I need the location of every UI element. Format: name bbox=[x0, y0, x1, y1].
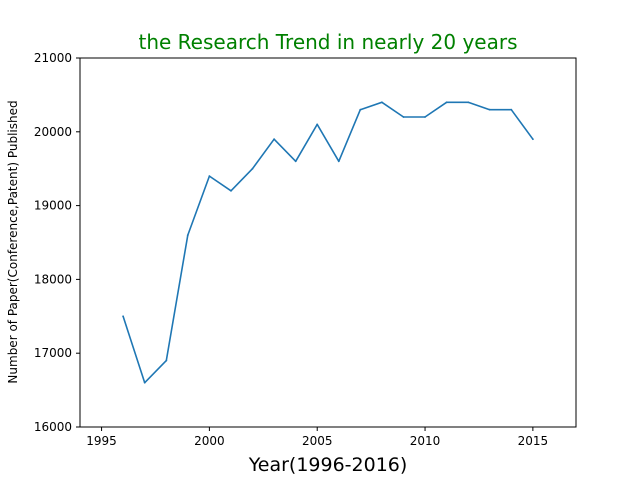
chart-title: the Research Trend in nearly 20 years bbox=[138, 30, 517, 54]
x-tick-label: 2015 bbox=[518, 434, 549, 448]
y-axis-ticks: 16000 17000 18000 19000 20000 21000 bbox=[34, 51, 80, 434]
y-tick-label: 17000 bbox=[34, 346, 72, 360]
data-point bbox=[510, 108, 513, 111]
data-point bbox=[532, 138, 534, 141]
data-point bbox=[186, 234, 189, 237]
x-axis-label: Year(1996-2016) bbox=[248, 454, 408, 476]
y-tick-label: 18000 bbox=[34, 272, 72, 286]
x-axis-ticks: 1995 2000 2005 2010 2015 bbox=[86, 427, 548, 448]
x-tick-label: 1995 bbox=[86, 434, 117, 448]
data-point bbox=[337, 160, 340, 163]
data-point bbox=[165, 359, 168, 362]
x-tick-label: 2010 bbox=[410, 434, 441, 448]
data-point bbox=[445, 101, 448, 104]
data-point bbox=[251, 167, 254, 170]
data-point bbox=[424, 116, 426, 118]
data-point bbox=[359, 108, 362, 111]
series-group bbox=[122, 101, 534, 384]
series-line bbox=[122, 101, 534, 384]
data-point bbox=[402, 116, 405, 118]
data-point bbox=[122, 315, 124, 318]
data-point bbox=[208, 175, 211, 178]
x-tick-label: 2005 bbox=[302, 434, 333, 448]
y-tick-label: 20000 bbox=[34, 125, 72, 139]
axes-frame bbox=[79, 57, 577, 428]
data-point bbox=[316, 123, 319, 126]
data-point bbox=[273, 138, 275, 141]
x-tick-label: 2000 bbox=[194, 434, 225, 448]
data-point bbox=[381, 101, 383, 104]
y-axis-label: Number of Paper(Conference,Patent) Publi… bbox=[6, 100, 20, 383]
data-point bbox=[467, 101, 470, 104]
y-tick-label: 16000 bbox=[34, 420, 72, 434]
data-point bbox=[294, 160, 297, 163]
data-point bbox=[230, 189, 232, 192]
data-point bbox=[143, 381, 146, 384]
plot-area: 1995 2000 2005 2010 2015 16000 17000 18000 1900… bbox=[34, 51, 577, 448]
data-point bbox=[488, 108, 491, 111]
y-tick-label: 21000 bbox=[34, 51, 72, 65]
y-tick-label: 19000 bbox=[34, 199, 72, 213]
